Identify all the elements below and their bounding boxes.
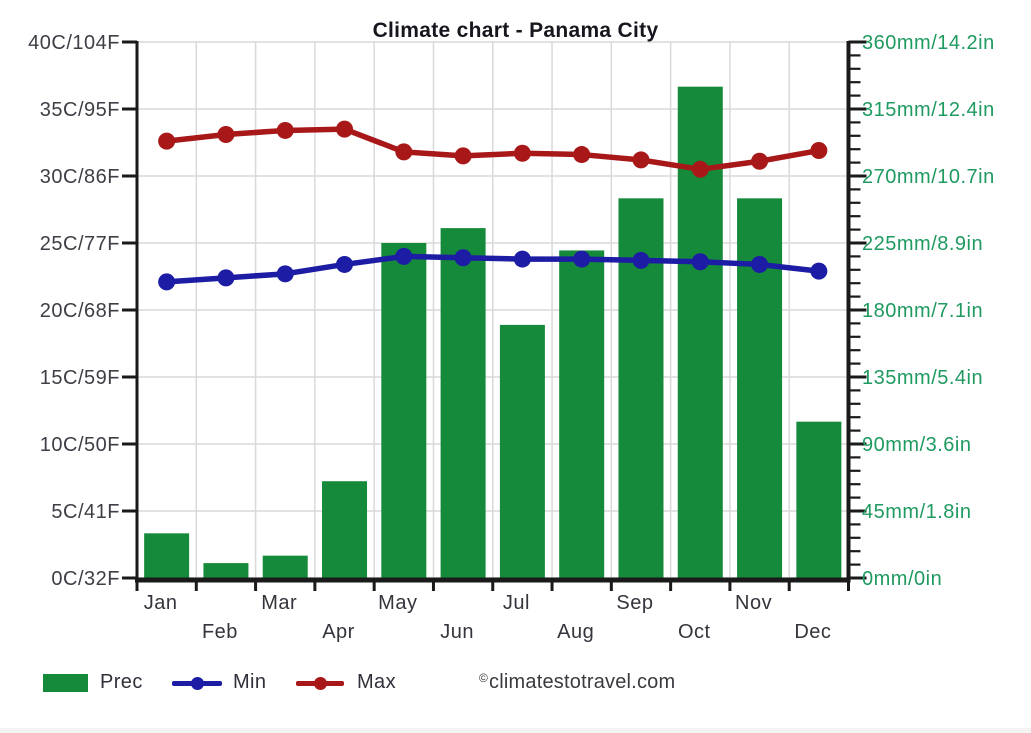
left-axis-tick-label: 15C/59F — [40, 367, 120, 389]
prec-bar — [203, 563, 249, 578]
left-axis-tick-label: 5C/41F — [51, 501, 120, 523]
month-label: Mar — [261, 592, 297, 614]
max-point — [691, 160, 709, 178]
month-label: Dec — [794, 621, 831, 643]
min-point — [691, 253, 709, 271]
right-axis-tick-label: 90mm/3.6in — [862, 434, 972, 456]
min-point — [276, 265, 294, 283]
right-axis-tick-label: 270mm/10.7in — [862, 166, 995, 188]
month-label: Oct — [678, 621, 711, 643]
month-label: Apr — [322, 621, 355, 643]
month-label: Jul — [503, 592, 530, 614]
month-label: Jan — [144, 592, 178, 614]
left-axis-tick-label: 40C/104F — [28, 32, 120, 54]
right-axis-tick-label: 225mm/8.9in — [862, 233, 983, 255]
prec-bar — [322, 481, 368, 578]
month-label: May — [378, 592, 417, 614]
min-point — [454, 249, 472, 267]
max-point — [810, 142, 828, 160]
min-point — [632, 251, 650, 269]
month-label: Jun — [440, 621, 474, 643]
max-point — [395, 143, 413, 161]
chart-title: Climate chart - Panama City — [372, 19, 659, 42]
right-axis-tick-label: 135mm/5.4in — [862, 367, 983, 389]
prec-bar — [381, 243, 427, 578]
min-point — [158, 273, 176, 291]
right-axis-tick-label: 0mm/0in — [862, 568, 942, 590]
min-point — [573, 250, 591, 268]
right-axis-tick-label: 45mm/1.8in — [862, 501, 972, 523]
max-point — [454, 147, 472, 165]
min-point — [217, 269, 235, 287]
max-point — [158, 132, 176, 150]
prec-bar — [677, 86, 723, 579]
max-point — [276, 121, 294, 139]
max-point — [217, 125, 235, 143]
left-axis-tick-label: 20C/68F — [40, 300, 120, 322]
prec-bar — [796, 421, 842, 578]
min-point — [395, 247, 413, 265]
left-axis-tick-label: 0C/32F — [51, 568, 120, 590]
max-line — [163, 126, 822, 173]
left-axis-tick-label: 35C/95F — [40, 99, 120, 121]
prec-bar — [440, 228, 486, 578]
prec-bar — [499, 324, 545, 578]
prec-bar — [144, 533, 190, 578]
max-point — [336, 120, 354, 138]
left-axis-tick-label: 25C/77F — [40, 233, 120, 255]
min-line — [163, 253, 822, 285]
max-point — [513, 144, 531, 162]
right-axis-tick-label: 360mm/14.2in — [862, 32, 995, 54]
prec-bar — [737, 198, 783, 579]
month-label: Aug — [557, 621, 594, 643]
prec-bar — [262, 555, 308, 578]
min-point — [336, 255, 354, 273]
max-point — [632, 151, 650, 169]
max-point — [751, 152, 769, 170]
left-axis-tick-label: 10C/50F — [40, 434, 120, 456]
month-label: Sep — [616, 592, 653, 614]
min-point — [810, 262, 828, 280]
left-axis-tick-label: 30C/86F — [40, 166, 120, 188]
right-axis-tick-label: 315mm/12.4in — [862, 99, 995, 121]
right-axis-tick-label: 180mm/7.1in — [862, 300, 983, 322]
bottom-strip — [0, 728, 1031, 733]
min-point — [513, 250, 531, 268]
max-point — [573, 146, 591, 164]
month-label: Feb — [202, 621, 238, 643]
month-label: Nov — [735, 592, 772, 614]
min-point — [751, 255, 769, 273]
prec-bar — [559, 250, 605, 578]
